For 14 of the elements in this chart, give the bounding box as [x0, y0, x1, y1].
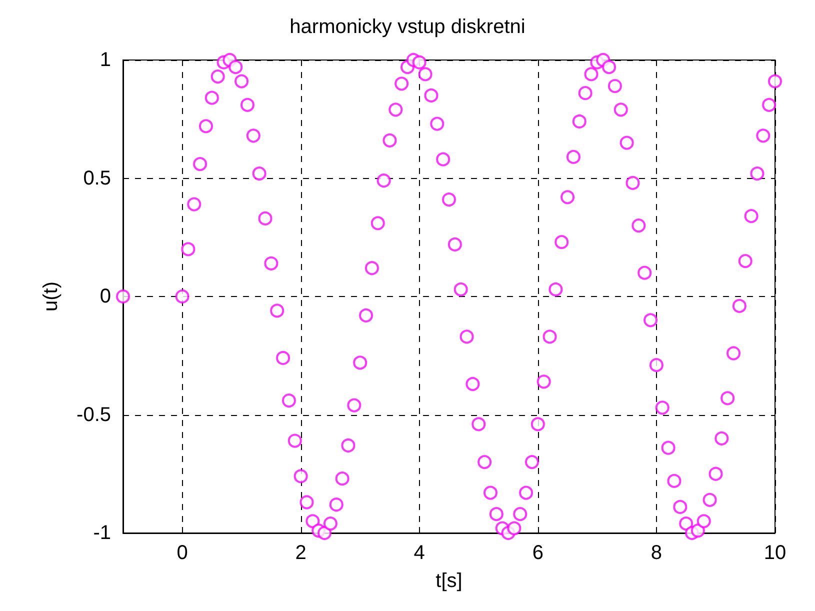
x-tick-label: 0 [176, 542, 188, 564]
x-tick-label: 2 [295, 542, 306, 564]
y-tick-label: 1 [100, 49, 111, 71]
y-tick-label: 0 [100, 286, 111, 308]
x-tick-label: 4 [414, 542, 425, 564]
y-axis-title: u(t) [40, 282, 62, 312]
chart-title: harmonicky vstup diskretni [290, 16, 526, 38]
y-tick-label: -0.5 [76, 404, 111, 426]
y-tick-label: 0.5 [83, 167, 111, 190]
x-tick-label: 10 [764, 542, 786, 564]
x-tick-label: 8 [650, 542, 662, 564]
x-tick-label: 6 [532, 542, 544, 564]
x-axis-title: t[s] [436, 570, 462, 592]
y-tick-label: -1 [93, 522, 111, 544]
